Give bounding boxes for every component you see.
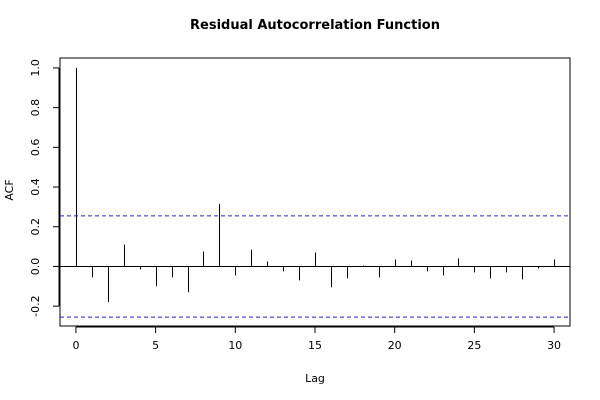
x-axis: 0 5 10 15 20 25 30 <box>72 326 561 352</box>
y-tick-label: -0.2 <box>29 295 42 316</box>
y-axis-label: ACF <box>3 179 16 200</box>
y-tick-label: 0.8 <box>29 99 42 117</box>
x-tick-label: 15 <box>308 339 322 352</box>
y-axis: -0.2 0.0 0.2 0.4 0.6 0.8 1.0 <box>29 59 60 317</box>
y-tick-label: 1.0 <box>29 59 42 77</box>
chart-title: Residual Autocorrelation Function <box>190 18 440 33</box>
y-tick-label: 0.2 <box>29 218 42 236</box>
x-tick-label: 20 <box>388 339 402 352</box>
acf-bars <box>60 67 570 303</box>
y-tick-label: 0.4 <box>29 178 42 196</box>
x-tick-label: 0 <box>72 339 79 352</box>
confidence-bands <box>60 215 570 318</box>
x-tick-label: 25 <box>467 339 481 352</box>
x-axis-label: Lag <box>305 372 325 385</box>
plot-frame <box>59 57 571 327</box>
x-tick-label: 10 <box>228 339 242 352</box>
y-tick-label: 0.6 <box>29 139 42 157</box>
x-tick-label: 30 <box>547 339 561 352</box>
x-tick-label: 5 <box>152 339 159 352</box>
y-tick-label: 0.0 <box>29 258 42 276</box>
